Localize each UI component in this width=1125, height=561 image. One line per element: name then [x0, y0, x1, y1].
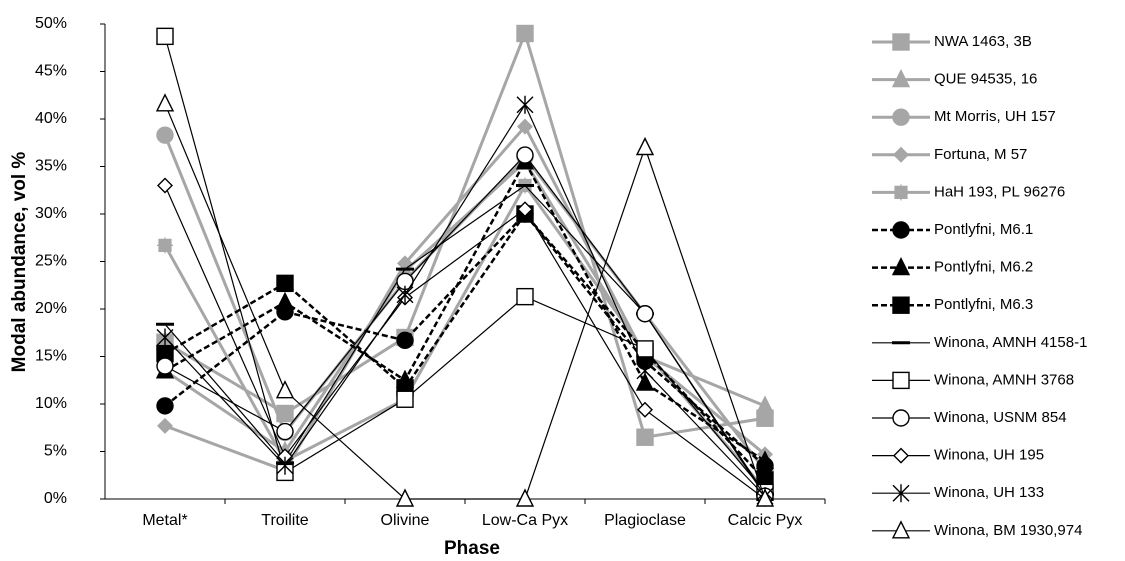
legend-label: QUE 94535, 16 — [934, 71, 1037, 88]
marker — [157, 177, 173, 194]
x-tick-label: Troilite — [261, 512, 309, 529]
x-tick-label: Metal* — [142, 512, 187, 529]
y-tick-label: 20% — [35, 300, 67, 317]
legend-label: Winona, USNM 854 — [934, 409, 1067, 426]
marker — [892, 108, 910, 126]
marker — [396, 285, 414, 304]
marker — [636, 305, 654, 323]
legend-label: Winona, UH 195 — [934, 447, 1044, 464]
legend-label: NWA 1463, 3B — [934, 33, 1032, 50]
series-line — [164, 103, 766, 500]
legend-label: Pontlyfni, M6.3 — [934, 296, 1033, 313]
series-line — [164, 154, 766, 497]
marker — [893, 184, 909, 201]
y-tick-label: 45% — [35, 63, 67, 80]
marker — [892, 371, 910, 390]
legend-label: Winona, AMNH 4158-1 — [934, 334, 1087, 351]
marker — [755, 488, 775, 507]
series-line — [164, 123, 766, 473]
marker — [892, 484, 910, 503]
marker — [893, 146, 909, 163]
series-line — [164, 212, 766, 467]
x-tick-label: Plagioclase — [604, 512, 686, 529]
marker — [156, 27, 174, 46]
marker — [892, 33, 910, 51]
series-line — [164, 103, 766, 497]
x-tick-label: Low-Ca Pyx — [482, 512, 568, 529]
marker — [156, 126, 174, 144]
marker — [891, 257, 911, 276]
marker — [157, 417, 173, 434]
marker — [157, 237, 173, 254]
marker — [892, 296, 910, 314]
marker — [276, 422, 294, 441]
series-line — [164, 159, 766, 454]
legend-label: Winona, BM 1930,974 — [934, 522, 1082, 539]
marker — [635, 136, 655, 156]
marker — [755, 450, 775, 469]
y-tick-label: 0% — [44, 490, 67, 507]
series-line — [164, 36, 766, 493]
marker — [156, 397, 174, 415]
marker — [636, 361, 654, 380]
marker — [516, 95, 534, 114]
x-tick-label: Olivine — [381, 512, 430, 529]
legend-label: HaH 193, PL 96276 — [934, 183, 1065, 200]
marker — [156, 357, 174, 375]
y-tick-label: 10% — [35, 395, 67, 412]
marker — [636, 428, 654, 446]
marker — [516, 287, 534, 306]
marker — [891, 69, 911, 88]
marker — [275, 291, 295, 311]
x-tick-label: Calcic Pyx — [728, 512, 803, 529]
y-tick-label: 15% — [35, 348, 67, 365]
marker — [396, 331, 414, 350]
y-tick-label: 35% — [35, 158, 67, 175]
marker — [517, 118, 533, 135]
y-tick-label: 5% — [44, 443, 67, 460]
series-line — [164, 159, 766, 463]
marker — [637, 401, 653, 418]
y-tick-label: 25% — [35, 253, 67, 270]
marker — [891, 520, 911, 539]
marker — [892, 221, 910, 239]
legend-label: Winona, UH 133 — [934, 484, 1044, 501]
marker — [395, 488, 415, 507]
series-line — [164, 184, 766, 495]
marker — [156, 328, 174, 347]
legend-label: Mt Morris, UH 157 — [934, 108, 1056, 125]
marker — [516, 24, 534, 43]
y-tick-label: 30% — [35, 205, 67, 222]
marker — [892, 409, 910, 427]
marker — [276, 274, 294, 293]
marker — [276, 456, 294, 475]
legend-label: Pontlyfni, M6.1 — [934, 221, 1033, 238]
y-tick-label: 50% — [35, 15, 67, 32]
y-tick-label: 40% — [35, 110, 67, 127]
legend-label: Fortuna, M 57 — [934, 146, 1027, 163]
marker — [515, 488, 535, 507]
marker — [275, 380, 295, 399]
y-axis-title: Modal abundance, vol % — [9, 152, 30, 373]
marker — [636, 340, 654, 358]
legend-label: Winona, AMNH 3768 — [934, 371, 1074, 388]
legend-label: Pontlyfni, M6.2 — [934, 259, 1033, 276]
marker — [755, 395, 775, 414]
series-line — [163, 182, 767, 491]
x-axis-title: Phase — [444, 538, 500, 559]
marker — [893, 447, 909, 464]
marker — [396, 390, 414, 408]
marker — [516, 146, 534, 164]
marker — [635, 372, 655, 391]
marker — [517, 201, 533, 218]
series-line — [164, 185, 766, 500]
marker — [155, 93, 175, 112]
